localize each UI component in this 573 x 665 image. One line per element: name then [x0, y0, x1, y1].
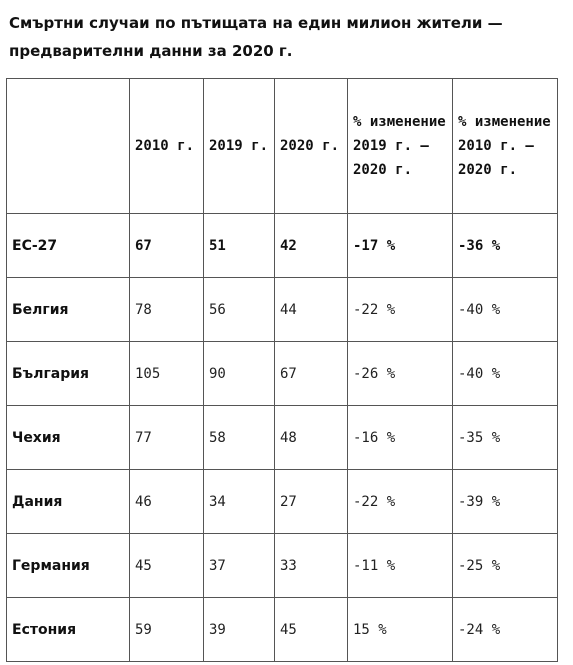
row-country: ЕС-27: [6, 213, 130, 278]
row-2010: 59: [129, 597, 204, 662]
row-2019: 37: [203, 533, 275, 598]
row-2020: 45: [274, 597, 348, 662]
row-2019: 51: [203, 213, 275, 278]
row-country: Германия: [6, 533, 130, 598]
row-change-2019-2020: -22 %: [347, 469, 453, 534]
row-2010: 45: [129, 533, 204, 598]
row-2010: 77: [129, 405, 204, 470]
row-2020: 48: [274, 405, 348, 470]
row-2020: 27: [274, 469, 348, 534]
row-change-2019-2020: -26 %: [347, 341, 453, 406]
row-change-2019-2020: -17 %: [347, 213, 453, 278]
row-2020: 67: [274, 341, 348, 406]
row-2020: 44: [274, 277, 348, 342]
row-change-2010-2020: -40 %: [452, 341, 558, 406]
row-change-2010-2020: -39 %: [452, 469, 558, 534]
road-deaths-table: 2010 г. 2019 г. 2020 г. % изменение 2019…: [6, 78, 558, 662]
row-change-2019-2020: 15 %: [347, 597, 453, 662]
row-change-2019-2020: -22 %: [347, 277, 453, 342]
row-change-2010-2020: -24 %: [452, 597, 558, 662]
page-title: Смъртни случаи по пътищата на един милио…: [9, 14, 503, 60]
row-change-2010-2020: -25 %: [452, 533, 558, 598]
row-2020: 33: [274, 533, 348, 598]
row-country: Естония: [6, 597, 130, 662]
row-2020: 42: [274, 213, 348, 278]
table-header-row: 2010 г. 2019 г. 2020 г. % изменение 2019…: [6, 78, 558, 214]
row-change-2019-2020: -11 %: [347, 533, 453, 598]
row-2019: 39: [203, 597, 275, 662]
row-2019: 90: [203, 341, 275, 406]
table-row-eu27: ЕС-27 67 51 42 -17 % -36 %: [6, 213, 558, 278]
row-change-2010-2020: -35 %: [452, 405, 558, 470]
table-row: Белгия 78 56 44 -22 % -40 %: [6, 277, 558, 342]
table-row: Германия 45 37 33 -11 % -25 %: [6, 533, 558, 598]
table-row: Чехия 77 58 48 -16 % -35 %: [6, 405, 558, 470]
row-2010: 67: [129, 213, 204, 278]
header-2020: 2020 г.: [274, 78, 348, 214]
header-2019: 2019 г.: [203, 78, 275, 214]
table-row: Дания 46 34 27 -22 % -39 %: [6, 469, 558, 534]
row-2019: 58: [203, 405, 275, 470]
row-country: България: [6, 341, 130, 406]
row-2010: 105: [129, 341, 204, 406]
header-2010: 2010 г.: [129, 78, 204, 214]
row-country: Чехия: [6, 405, 130, 470]
row-2019: 56: [203, 277, 275, 342]
row-change-2010-2020: -36 %: [452, 213, 558, 278]
row-change-2010-2020: -40 %: [452, 277, 558, 342]
header-change-2019-2020: % изменение 2019 г. — 2020 г.: [347, 78, 453, 214]
row-2010: 46: [129, 469, 204, 534]
header-country: [6, 78, 130, 214]
table-row: България 105 90 67 -26 % -40 %: [6, 341, 558, 406]
row-country: Белгия: [6, 277, 130, 342]
row-2019: 34: [203, 469, 275, 534]
row-country: Дания: [6, 469, 130, 534]
header-change-2010-2020: % изменение 2010 г. — 2020 г.: [452, 78, 558, 214]
table-row: Естония 59 39 45 15 % -24 %: [6, 597, 558, 662]
row-change-2019-2020: -16 %: [347, 405, 453, 470]
row-2010: 78: [129, 277, 204, 342]
